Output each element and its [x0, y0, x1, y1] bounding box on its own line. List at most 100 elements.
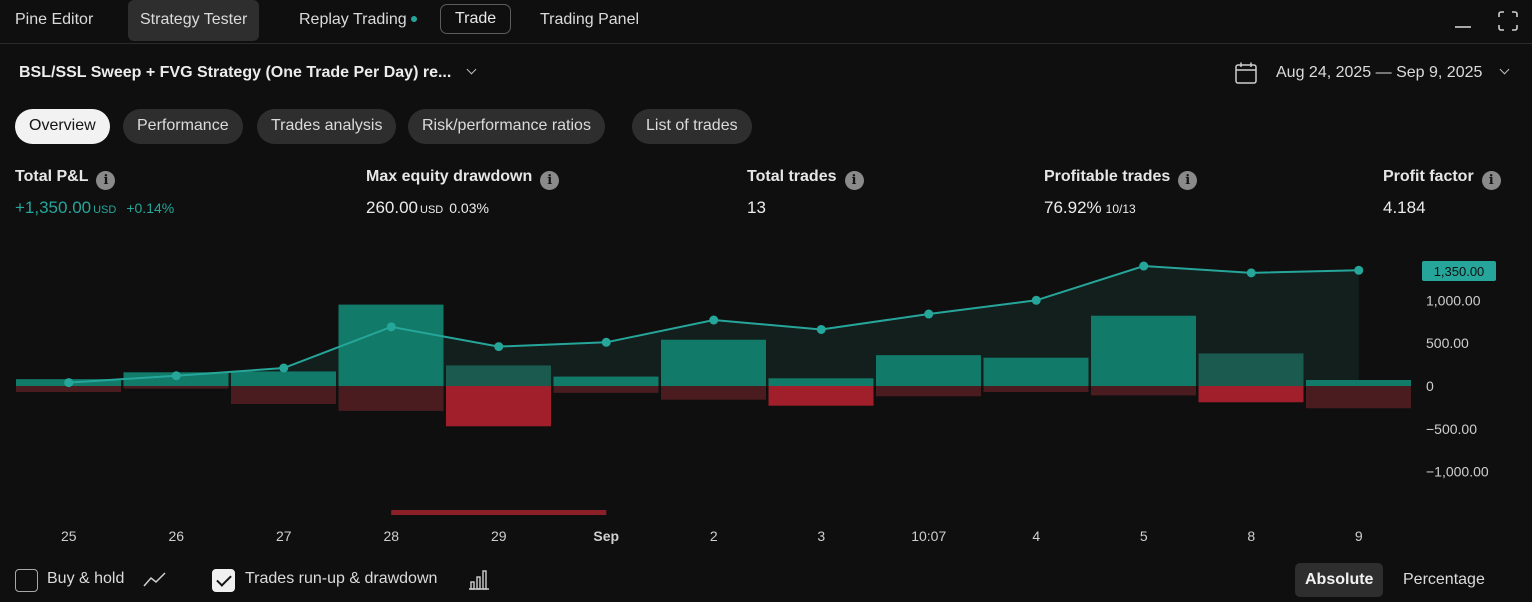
x-tick-label: 3	[817, 528, 825, 544]
metric-profit-factor-title: Profit factor	[1383, 168, 1474, 185]
bar-chart-icon	[468, 569, 490, 591]
calendar-icon[interactable]	[1234, 61, 1258, 85]
metric-profitable-title: Profitable trades	[1044, 168, 1171, 185]
tab-replay-trading[interactable]: Replay Trading	[287, 0, 429, 41]
max-dd-percent: 0.03%	[449, 200, 489, 216]
metric-total-pnl-title: Total P&L	[15, 168, 89, 185]
info-icon[interactable]: i	[1178, 171, 1198, 190]
x-tick-label: 27	[276, 528, 292, 544]
trades-runup-checkbox[interactable]	[212, 569, 235, 592]
max-dd-amount: 260.00	[366, 198, 418, 217]
tab-risk-performance-ratios[interactable]: Risk/performance ratios	[408, 109, 605, 144]
metric-total-trades-title: Total trades	[747, 168, 837, 185]
runup-bar	[446, 365, 551, 386]
total-pnl-unit: USD	[93, 204, 117, 216]
tab-overview[interactable]: Overview	[15, 109, 110, 144]
metric-profit-factor-value: 4.184	[1383, 198, 1426, 217]
metric-max-dd-value: 260.00 USD 0.03%	[366, 198, 489, 218]
runup-bar	[1306, 380, 1411, 386]
drawdown-bar	[661, 386, 766, 400]
last-value-label: 1,350.00	[1434, 264, 1485, 279]
equity-point	[601, 337, 611, 347]
drawdown-bar	[1306, 386, 1411, 409]
profitable-ratio: 10/13	[1105, 202, 1136, 216]
trade-button[interactable]: Trade	[440, 4, 512, 34]
chevron-down-icon	[466, 64, 477, 75]
equity-point	[64, 378, 74, 388]
trades-runup-label: Trades run-up & drawdown	[245, 570, 438, 587]
drawdown-bar	[231, 386, 336, 404]
metric-total-trades-label: Total trades i	[747, 168, 864, 190]
tab-trading-panel[interactable]: Trading Panel	[540, 11, 640, 28]
max-dd-unit: USD	[420, 204, 444, 216]
top-tab-bar: Pine Editor Strategy Tester Replay Tradi…	[0, 0, 1532, 44]
runup-bar	[661, 339, 766, 386]
y-tick-label: −1,000.00	[1426, 464, 1489, 480]
tab-strategy-tester[interactable]: Strategy Tester	[128, 0, 260, 41]
runup-bar	[983, 357, 1089, 386]
equity-chart[interactable]: 1,000.00 500.00 0 −500.00 −1,000.00 1,350.00 2…	[0, 240, 1532, 560]
absolute-toggle[interactable]: Absolute	[1295, 563, 1384, 597]
buy-hold-checkbox[interactable]	[15, 569, 38, 592]
info-icon[interactable]: i	[844, 171, 864, 190]
y-tick-label: −500.00	[1426, 421, 1477, 437]
drawdown-bar	[16, 386, 121, 392]
equity-point	[279, 363, 289, 373]
x-tick-label: Sep	[593, 528, 619, 544]
metric-total-trades-value: 13	[747, 198, 766, 217]
x-tick-label: 8	[1247, 528, 1255, 544]
runup-bar	[876, 355, 981, 386]
x-tick-label: 2	[710, 528, 718, 544]
chevron-down-icon	[1499, 64, 1510, 75]
drawdown-bar	[983, 386, 1089, 392]
date-range-label: Aug 24, 2025 — Sep 9, 2025	[1276, 64, 1483, 81]
tab-replay-trading-label: Replay Trading	[299, 11, 407, 28]
x-tick-label: 10:07	[911, 528, 946, 544]
metric-max-dd-label: Max equity drawdown i	[366, 168, 560, 190]
drawdown-bar	[1091, 386, 1196, 396]
drawdown-bar	[1198, 386, 1304, 403]
date-range-selector[interactable]: Aug 24, 2025 — Sep 9, 2025	[1276, 64, 1510, 82]
strategy-selector[interactable]: BSL/SSL Sweep + FVG Strategy (One Trade …	[19, 64, 477, 82]
equity-point	[494, 342, 504, 352]
equity-point	[1139, 261, 1149, 271]
line-chart-icon	[143, 571, 167, 589]
tab-performance[interactable]: Performance	[123, 109, 243, 144]
drawdown-bar	[123, 386, 229, 389]
equity-point	[1246, 268, 1256, 278]
buy-hold-label: Buy & hold	[47, 570, 125, 587]
x-tick-label: 9	[1355, 528, 1363, 544]
drawdown-bar	[446, 386, 551, 427]
max-drawdown-span	[391, 510, 607, 515]
info-icon[interactable]: i	[96, 171, 116, 190]
metric-profitable-label: Profitable trades i	[1044, 168, 1198, 190]
drawdown-bar	[553, 386, 659, 393]
maximize-panel-icon[interactable]	[1497, 10, 1519, 32]
drawdown-bar	[768, 386, 874, 406]
drawdown-bar	[876, 386, 981, 397]
x-tick-label: 25	[61, 528, 77, 544]
metric-profit-factor-label: Profit factor i	[1383, 168, 1501, 190]
x-tick-label: 26	[168, 528, 184, 544]
info-icon[interactable]: i	[1481, 171, 1501, 190]
tab-pine-editor[interactable]: Pine Editor	[15, 11, 94, 28]
info-icon[interactable]: i	[540, 171, 560, 190]
metric-profitable-value: 76.92% 10/13	[1044, 198, 1136, 218]
runup-bar	[231, 371, 336, 386]
equity-point	[816, 324, 826, 334]
runup-bar	[768, 378, 874, 386]
equity-point	[924, 309, 934, 319]
minimize-panel-icon[interactable]	[1452, 10, 1474, 32]
live-status-dot	[410, 15, 417, 22]
total-pnl-percent: +0.14%	[126, 200, 175, 216]
x-tick-label: 29	[491, 528, 507, 544]
y-tick-label: 0	[1426, 378, 1434, 394]
x-tick-label: 28	[383, 528, 399, 544]
x-tick-label: 5	[1140, 528, 1148, 544]
tab-trades-analysis[interactable]: Trades analysis	[257, 109, 397, 144]
y-tick-label: 500.00	[1426, 335, 1469, 351]
percentage-toggle[interactable]: Percentage	[1403, 571, 1485, 588]
tab-list-of-trades[interactable]: List of trades	[632, 109, 752, 144]
drawdown-bar	[338, 386, 444, 411]
y-tick-label: 1,000.00	[1426, 292, 1481, 308]
